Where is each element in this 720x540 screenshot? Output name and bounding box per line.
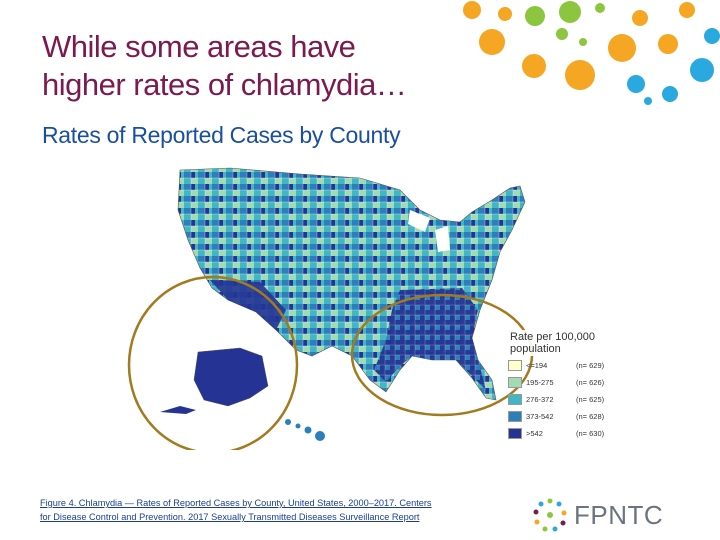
slide-title: While some areas have higher rates of ch… [42, 28, 482, 104]
legend-count: (n= 625) [576, 394, 605, 404]
legend-range: >542 [526, 428, 543, 438]
legend-count: (n= 630) [576, 428, 605, 438]
legend-range: <=194 [526, 360, 548, 370]
logo-dots-icon [533, 498, 567, 532]
map-legend: Rate per 100,000 population <=194 (n= 629… [508, 330, 618, 441]
title-line-1: While some areas have [42, 29, 356, 64]
legend-swatch [508, 410, 522, 422]
hawaii [285, 419, 325, 441]
alaska [193, 347, 269, 407]
highlight-circle-west [127, 275, 299, 450]
legend-range: 195-275 [526, 377, 554, 387]
slide-subtitle: Rates of Reported Cases by County [42, 122, 401, 148]
legend-row: 195-275 (n= 626) [508, 374, 618, 390]
legend-range: 276-372 [526, 394, 554, 404]
legend-row: 373-542 (n= 628) [508, 408, 618, 424]
title-line-2: higher rates of chlamydia… [42, 67, 407, 102]
legend-count: (n= 629) [576, 360, 605, 370]
caption-line-2: for Disease Control and Prevention. 2017… [40, 512, 420, 522]
legend-count: (n= 626) [576, 377, 605, 387]
figure-caption[interactable]: Figure 4. Chlamydia — Rates of Reported … [40, 496, 510, 524]
legend-swatch [508, 393, 522, 405]
decorative-dots [463, 1, 720, 105]
legend-swatch [508, 376, 522, 388]
legend-title: Rate per 100,000 population [508, 330, 618, 356]
fpntc-logo: FPNTC [532, 495, 712, 535]
legend-row: >542 (n= 630) [508, 425, 618, 441]
legend-range: 373-542 [526, 411, 554, 421]
us-county-map [127, 167, 534, 450]
logo-text: FPNTC [574, 499, 664, 530]
legend-row: <=194 (n= 629) [508, 357, 618, 373]
legend-swatch [508, 427, 522, 439]
legend-row: 276-372 (n= 625) [508, 391, 618, 407]
legend-rows: <=194 (n= 629) 195-275 (n= 626) 276-372 (n= 6… [508, 357, 618, 441]
legend-count: (n= 628) [576, 411, 605, 421]
caption-line-1: Figure 4. Chlamydia — Rates of Reported … [40, 498, 432, 508]
legend-swatch [508, 359, 522, 371]
